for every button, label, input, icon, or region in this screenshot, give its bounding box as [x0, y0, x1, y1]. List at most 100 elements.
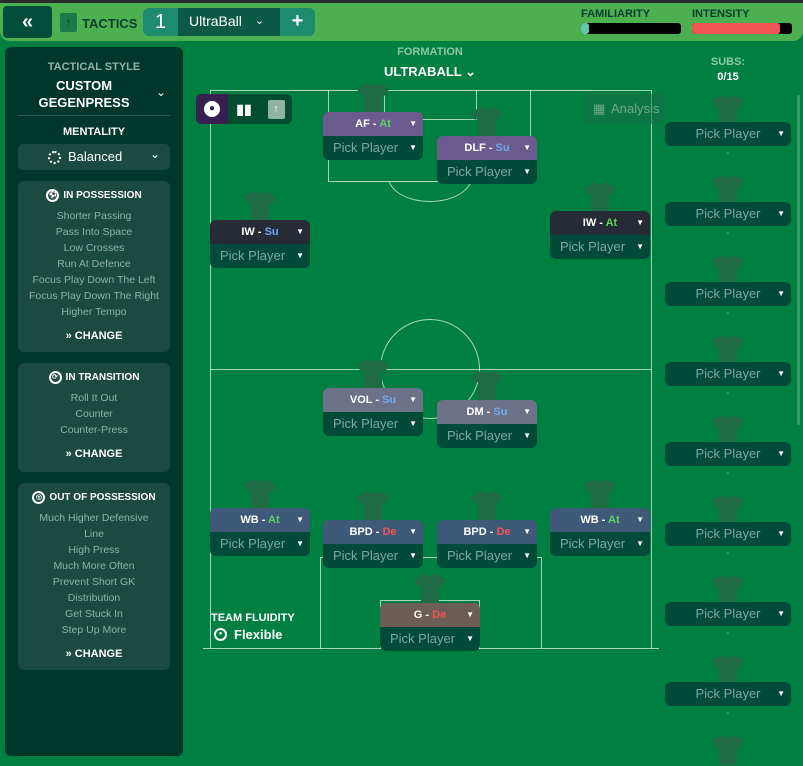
instruction-item: Much More Often [53, 560, 135, 572]
position-slot: DM - Su ▼ Pick Player ▼ [437, 400, 537, 448]
intensity-bar[interactable] [692, 23, 792, 34]
instruction-item: Distribution [67, 592, 121, 604]
caret-down-icon: ▼ [777, 689, 785, 698]
position-slot: VOL - Su ▼ Pick Player ▼ [323, 388, 423, 436]
change-button[interactable]: » CHANGE [65, 648, 123, 660]
mentality-dropdown[interactable]: Balanced ⌄ [18, 144, 170, 170]
sub-empty-marker: - [726, 228, 730, 239]
tactical-style-value[interactable]: CUSTOM GEGENPRESS [38, 78, 130, 110]
role-dropdown[interactable]: IW - Su ▼ [210, 220, 310, 244]
role-dropdown[interactable]: DM - Su ▼ [437, 400, 537, 424]
pick-player-dropdown[interactable]: Pick Player ▼ [323, 136, 423, 160]
chevron-down-icon[interactable]: ⌄ [156, 85, 167, 99]
shirt-icon [471, 491, 503, 521]
person-icon: ● [204, 101, 220, 117]
instruction-item: Prevent Short GK [52, 576, 136, 588]
caret-down-icon: ▼ [636, 539, 644, 548]
sub-pick-player-dropdown[interactable]: Pick Player ▼ [665, 522, 791, 546]
instruction-item: Focus Play Down The Left [32, 274, 156, 286]
sub-pick-player-dropdown[interactable]: Pick Player ▼ [665, 282, 791, 306]
caret-down-icon: ▼ [523, 143, 531, 152]
role-dropdown[interactable]: IW - At ▼ [550, 211, 650, 235]
pick-player-dropdown[interactable]: Pick Player ▼ [550, 532, 650, 556]
analysis-button[interactable]: ▦ Analysis [585, 94, 665, 124]
caret-down-icon: ▼ [409, 551, 417, 560]
position-slot: IW - At ▼ Pick Player ▼ [550, 211, 650, 259]
role-dropdown[interactable]: VOL - Su ▼ [323, 388, 423, 412]
intensity-fill [692, 23, 780, 34]
caret-down-icon: ▼ [636, 242, 644, 251]
familiarity-label: FAMILIARITY [581, 8, 651, 20]
sub-pick-player-dropdown[interactable]: Pick Player ▼ [665, 442, 791, 466]
pick-player-dropdown[interactable]: Pick Player ▼ [380, 627, 480, 651]
pick-player-dropdown[interactable]: Pick Player ▼ [437, 160, 537, 184]
pick-player-dropdown[interactable]: Pick Player ▼ [550, 235, 650, 259]
caret-down-icon: ▼ [777, 289, 785, 298]
add-tactic-button[interactable]: + [280, 8, 315, 36]
tactics-view-button[interactable]: ↑ [260, 94, 292, 124]
caret-down-icon: ▼ [296, 515, 304, 524]
caret-down-icon: ▼ [523, 407, 531, 416]
pick-player-dropdown[interactable]: Pick Player ▼ [437, 544, 537, 568]
role-dropdown[interactable]: BPD - De ▼ [437, 520, 537, 544]
familiarity-bar[interactable] [581, 23, 681, 34]
pick-player-dropdown[interactable]: Pick Player ▼ [323, 544, 423, 568]
shirt-icon [244, 191, 276, 221]
in-transition-card: ⟳ IN TRANSITION Roll It Out Counter Counter-… [18, 363, 170, 472]
tactics-label: TACTICS [82, 16, 138, 31]
role-dropdown[interactable]: BPD - De ▼ [323, 520, 423, 544]
instruction-item: Step Up More [61, 624, 127, 636]
target-icon: ● [214, 628, 227, 641]
pick-player-dropdown[interactable]: Pick Player ▼ [210, 244, 310, 268]
shirt-icon [712, 495, 744, 525]
team-fluidity-value[interactable]: ● Flexible [214, 627, 282, 642]
role-dropdown[interactable]: AF - At ▼ [323, 112, 423, 136]
subs-count: 0/15 [717, 71, 739, 83]
sub-empty-marker: - [726, 148, 730, 159]
sub-pick-player-dropdown[interactable]: Pick Player ▼ [665, 122, 791, 146]
instruction-item: Focus Play Down The Right [29, 290, 159, 302]
tactic-number-tab[interactable]: 1 [143, 8, 178, 36]
position-slot: G - De ▼ Pick Player ▼ [380, 603, 480, 651]
chevron-down-icon: ⌄ [255, 15, 265, 27]
instruction-item: Shorter Passing [56, 210, 132, 222]
sub-empty-marker: - [726, 548, 730, 559]
change-button[interactable]: » CHANGE [65, 330, 123, 342]
player-view-button[interactable]: ● [196, 94, 228, 124]
sub-pick-player-dropdown[interactable]: Pick Player ▼ [665, 202, 791, 226]
shirt-icon [712, 735, 744, 765]
sub-pick-player-dropdown[interactable]: Pick Player ▼ [665, 602, 791, 626]
stats-view-button[interactable]: ▮▮ [228, 94, 260, 124]
position-slot: AF - At ▼ Pick Player ▼ [323, 112, 423, 160]
shirt-icon [712, 255, 744, 285]
caret-down-icon: ▼ [296, 539, 304, 548]
section-icon: ⚽ [46, 189, 60, 202]
role-dropdown[interactable]: WB - At ▼ [550, 508, 650, 532]
sub-pick-player-dropdown[interactable]: Pick Player ▼ [665, 682, 791, 706]
position-slot: DLF - Su ▼ Pick Player ▼ [437, 136, 537, 184]
instruction-item: Run At Defence [57, 258, 131, 270]
chevron-down-icon: ⌄ [465, 64, 477, 79]
tactic-tab-group: 1 UltraBall ⌄ + [143, 8, 315, 36]
instruction-item: Pass Into Space [55, 226, 133, 238]
role-dropdown[interactable]: WB - At ▼ [210, 508, 310, 532]
instruction-item: Roll It Out [70, 392, 118, 404]
role-dropdown[interactable]: G - De ▼ [380, 603, 480, 627]
position-slot: WB - At ▼ Pick Player ▼ [210, 508, 310, 556]
instruction-item: Higher Tempo [61, 306, 127, 318]
caret-down-icon: ▼ [409, 395, 417, 404]
shirt-icon [712, 575, 744, 605]
sub-pick-player-dropdown[interactable]: Pick Player ▼ [665, 362, 791, 386]
change-button[interactable]: » CHANGE [65, 448, 123, 460]
scrollbar[interactable] [797, 95, 800, 425]
pick-player-dropdown[interactable]: Pick Player ▼ [437, 424, 537, 448]
tactic-name-dropdown[interactable]: UltraBall ⌄ [178, 8, 280, 36]
intensity-label: INTENSITY [692, 8, 750, 20]
formation-dropdown[interactable]: ULTRABALL ⌄ [383, 64, 477, 79]
section-icon: ⟳ [48, 371, 62, 384]
pick-player-dropdown[interactable]: Pick Player ▼ [210, 532, 310, 556]
pick-player-dropdown[interactable]: Pick Player ▼ [323, 412, 423, 436]
role-dropdown[interactable]: DLF - Su ▼ [437, 136, 537, 160]
back-button[interactable]: « [3, 6, 52, 38]
formation-label: FORMATION [397, 46, 463, 58]
